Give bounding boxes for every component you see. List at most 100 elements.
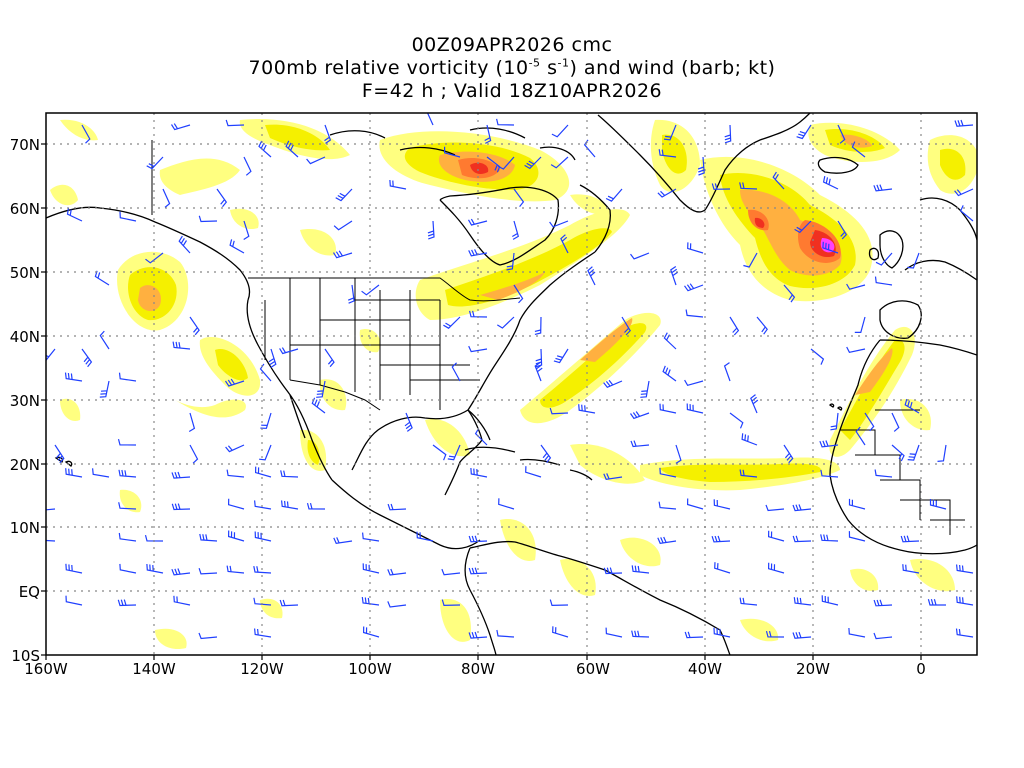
wind-barb [767, 562, 785, 574]
wind-barb [874, 276, 893, 286]
wind-barb [189, 316, 200, 336]
wind-barb [54, 444, 65, 464]
wind-barb [81, 124, 91, 144]
wind-barb [670, 266, 679, 286]
wind-barb [254, 531, 272, 542]
vort-region [425, 419, 470, 457]
political-boundaries [151, 140, 965, 535]
wind-barb [281, 500, 299, 510]
wind-barb [172, 341, 191, 350]
lat-label: 50N [10, 264, 40, 282]
lat-label: 60N [10, 200, 40, 218]
wind-barb [361, 597, 380, 606]
wind-barb [119, 211, 137, 222]
vort-region [855, 348, 893, 395]
vort-region [138, 285, 161, 312]
wind-barb [603, 567, 623, 575]
wind-barb [534, 316, 542, 335]
wind-barb [173, 595, 191, 606]
coastline-labrador [579, 184, 611, 253]
wind-barb [474, 428, 488, 446]
wind-barb [534, 362, 543, 382]
wind-barb [468, 535, 488, 543]
vort-region [307, 440, 320, 465]
wind-barb [347, 284, 355, 304]
wind-barb [684, 631, 704, 639]
wind-barb [687, 242, 704, 254]
vort-region [440, 599, 471, 642]
wind-barb [243, 156, 252, 176]
wind-barb [468, 631, 488, 639]
wind-barb [513, 188, 525, 207]
wind-barb [822, 175, 839, 190]
wind-barb [741, 433, 758, 446]
wind-barb [99, 380, 110, 398]
coastline-north-america-west [246, 299, 333, 481]
wind-barb [583, 139, 596, 158]
wind-barb [416, 531, 434, 542]
wind-barb [891, 412, 900, 432]
vort-region [580, 318, 633, 362]
coastline-arctic-islands [329, 127, 576, 161]
wind-barb [404, 412, 413, 432]
wind-barb [146, 563, 164, 574]
wind-barb [697, 156, 705, 176]
wind-barb [92, 468, 110, 478]
wind-barb [549, 599, 569, 607]
wind-barb [146, 156, 164, 170]
wind-barb [226, 469, 245, 478]
wind-barb [662, 365, 677, 382]
wind-barb [560, 234, 569, 254]
wind-barb [603, 473, 623, 480]
wind-barb [119, 563, 137, 574]
wind-barb [605, 627, 623, 638]
wind-barb [640, 380, 650, 398]
vort-region [620, 537, 661, 567]
wind-barb [198, 215, 218, 223]
wind-barb [587, 266, 596, 286]
vort-region [50, 184, 78, 206]
wind-barb [659, 403, 677, 414]
wind-barb [46, 348, 56, 362]
wind-barb [496, 118, 515, 126]
wind-barb [904, 398, 920, 414]
lon-label: 0 [916, 660, 926, 678]
lon-labels: 160W 140W 120W 100W 80W 60W 40W 20W 0 [24, 660, 926, 678]
wind-barb [854, 316, 866, 333]
wind-barb [873, 599, 893, 607]
wind-barb [227, 498, 245, 510]
wind-barb [65, 595, 83, 606]
coastline-florida [467, 409, 491, 441]
lon-label: 60W [576, 660, 610, 678]
wind-barb [900, 535, 920, 543]
wind-barb [675, 444, 682, 464]
wind-barb [578, 404, 596, 414]
wind-barb [280, 470, 299, 478]
wind-barb [714, 562, 731, 574]
wind-barb [959, 205, 974, 222]
lat-labels: 70N 60N 50N 40N 30N 20N 10N EQ 10S [10, 136, 40, 665]
wind-barb [171, 568, 191, 576]
coastline-alaska [46, 206, 251, 301]
wind-barb [657, 536, 677, 544]
wind-barb [891, 444, 905, 462]
wind-barb [117, 438, 137, 446]
wind-barb [907, 252, 920, 269]
wind-barb [765, 504, 785, 512]
border-states-grid [264, 278, 480, 410]
wind-barb [144, 534, 164, 542]
wind-barb [820, 534, 839, 542]
wind-barb [46, 539, 56, 542]
wind-barb [441, 599, 461, 607]
wind-barb [178, 235, 191, 254]
vort-region [445, 228, 612, 307]
vort-region [840, 134, 872, 148]
coastline-british-isles [868, 230, 904, 269]
vort-region [740, 618, 779, 642]
wind-barb [81, 348, 93, 368]
wind-barb [171, 471, 191, 479]
vort-region [230, 208, 259, 230]
wind-barb [605, 188, 623, 202]
wind-barb [467, 218, 488, 226]
